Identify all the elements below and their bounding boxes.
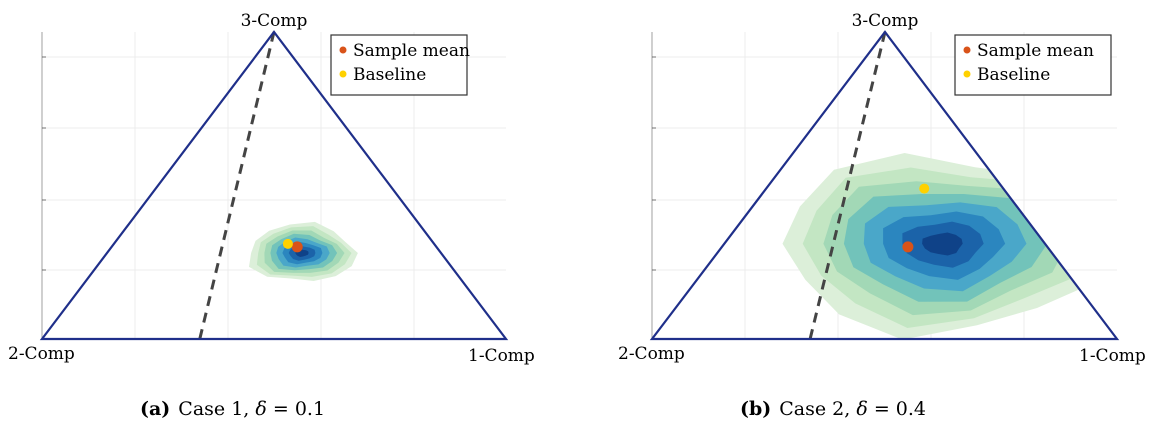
legend-marker	[963, 70, 971, 78]
density-contours	[782, 153, 1108, 339]
density-contours	[249, 221, 358, 281]
caption: (b) Case 2, δ = 0.4	[740, 398, 926, 420]
caption-label: (b)	[740, 398, 771, 420]
caption: (a) Case 1, δ = 0.1	[140, 398, 325, 420]
sample-mean-point	[902, 241, 914, 253]
caption-symbol: δ	[856, 398, 867, 420]
vertex-label-right: 1-Comp	[1079, 346, 1146, 366]
contour-level	[922, 232, 963, 256]
baseline-point	[919, 183, 930, 194]
dashed-line	[808, 31, 887, 340]
triangle-frame	[649, 30, 1120, 341]
legend-marker	[963, 46, 971, 54]
caption-text: Case 2,	[779, 398, 856, 420]
caption-label: (a)	[140, 398, 170, 420]
triangle-frame	[39, 30, 509, 341]
panel-b: 3-Comp 2-Comp 1-Comp Sample mean Baseline (b)…	[618, 11, 1146, 420]
caption-text: Case 1,	[178, 398, 255, 420]
dashed-line	[198, 31, 276, 340]
legend: Sample mean Baseline	[330, 34, 470, 96]
legend-label: Sample mean	[977, 41, 1094, 61]
legend-marker	[339, 46, 347, 54]
vertex-label-top: 3-Comp	[852, 11, 919, 31]
legend-box	[330, 34, 468, 96]
vertex-label-top: 3-Comp	[241, 11, 308, 31]
caption-symbol: δ	[255, 398, 266, 420]
vertex-label-left: 2-Comp	[618, 344, 685, 364]
legend-label: Sample mean	[353, 41, 470, 61]
vertex-label-left: 2-Comp	[8, 344, 75, 364]
legend-label: Baseline	[977, 65, 1050, 85]
legend: Sample mean Baseline	[954, 34, 1112, 96]
panel-a: 3-Comp 2-Comp 1-Comp Sample mean Baseline (a)…	[8, 11, 535, 420]
legend-marker	[339, 70, 347, 78]
caption-eq: = 0.4	[868, 398, 926, 420]
legend-label: Baseline	[353, 65, 426, 85]
caption-eq: = 0.1	[267, 398, 325, 420]
sample-mean-point	[291, 241, 303, 253]
vertex-label-right: 1-Comp	[468, 346, 535, 366]
baseline-point	[282, 238, 293, 249]
legend-box	[954, 34, 1112, 96]
